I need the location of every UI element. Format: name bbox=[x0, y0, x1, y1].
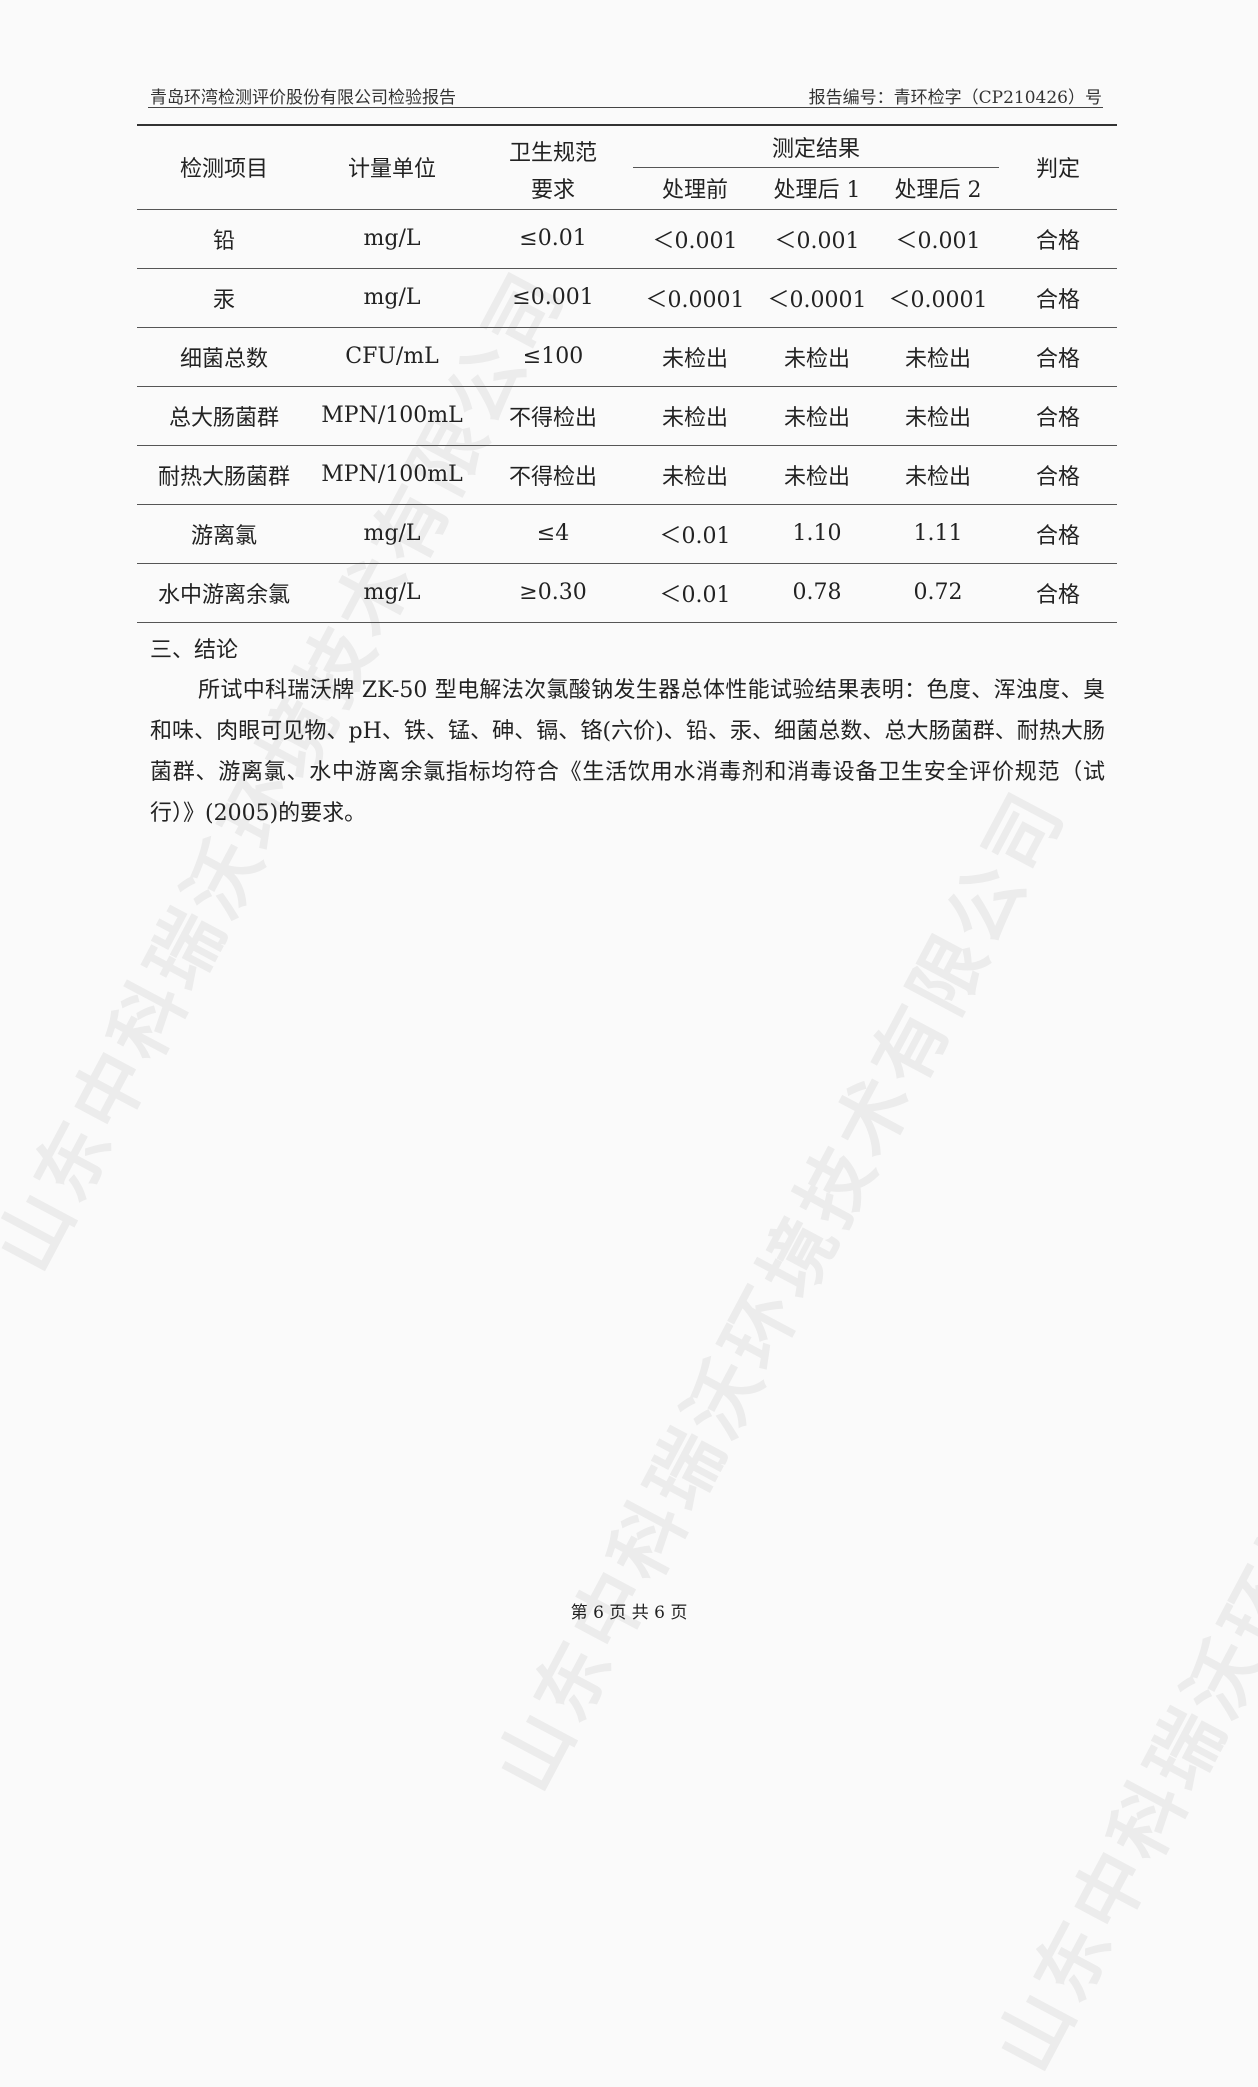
table-row: 总大肠菌群 MPN/100mL 不得检出 未检出 未检出 未检出 合格 bbox=[137, 386, 1117, 445]
table-cell: 未检出 bbox=[904, 346, 971, 372]
table-cell: 细菌总数 bbox=[179, 346, 268, 372]
table-cell: MPN/100mL bbox=[321, 403, 463, 428]
table-cell: 0.78 bbox=[792, 580, 842, 605]
table-cell: ＜0.01 bbox=[659, 523, 731, 549]
table-cell: 合格 bbox=[1035, 287, 1080, 313]
header-organization: 青岛环湾检测评价股份有限公司检验报告 bbox=[150, 88, 456, 108]
table-cell: 总大肠菌群 bbox=[168, 405, 279, 431]
table-cell: 未检出 bbox=[783, 405, 850, 431]
table-row: 细菌总数 CFU/mL ≤100 未检出 未检出 未检出 合格 bbox=[137, 327, 1117, 386]
header-report-number: 报告编号：青环检字（CP210426）号 bbox=[808, 88, 1102, 108]
table-row: 耐热大肠菌群 MPN/100mL 不得检出 未检出 未检出 未检出 合格 bbox=[137, 445, 1117, 504]
table-cell: 汞 bbox=[212, 287, 235, 313]
table-cell: 1.10 bbox=[792, 521, 842, 546]
table-cell: 合格 bbox=[1035, 228, 1080, 254]
table-cell: ＜0.0001 bbox=[767, 287, 867, 313]
table-cell: 游离氯 bbox=[190, 523, 257, 549]
table-row: 水中游离余氯 mg/L ≥0.30 ＜0.01 0.78 0.72 合格 bbox=[137, 563, 1117, 622]
table-cell: 未检出 bbox=[904, 405, 971, 431]
table-cell: ＜0.001 bbox=[895, 228, 981, 254]
table-cell: 合格 bbox=[1035, 464, 1080, 490]
table-cell: 合格 bbox=[1035, 405, 1080, 431]
col-after1: 处理后 1 bbox=[757, 166, 877, 209]
table-cell: ≤100 bbox=[522, 344, 584, 369]
table-cell: 未检出 bbox=[783, 346, 850, 372]
table-cell: 未检出 bbox=[661, 464, 728, 490]
table-cell: ＜0.0001 bbox=[645, 287, 745, 313]
table-cell: ＜0.001 bbox=[652, 228, 738, 254]
table-cell: ＜0.001 bbox=[774, 228, 860, 254]
table-cell: mg/L bbox=[363, 521, 421, 546]
table-cell: 0.72 bbox=[913, 580, 963, 605]
table-cell: 合格 bbox=[1035, 582, 1080, 608]
col-after2: 处理后 2 bbox=[877, 166, 999, 209]
table-cell: 合格 bbox=[1035, 346, 1080, 372]
watermark: 山东中科瑞沃环境技术有限公司 bbox=[980, 1055, 1258, 2086]
table-cell: 未检出 bbox=[904, 464, 971, 490]
table-cell: ＜0.01 bbox=[659, 582, 731, 608]
col-standard-line2: 要求 bbox=[530, 177, 575, 203]
page-number: 第 6 页 共 6 页 bbox=[570, 1603, 688, 1623]
table-cell: 未检出 bbox=[783, 464, 850, 490]
table-cell: MPN/100mL bbox=[321, 462, 463, 487]
table-cell: CFU/mL bbox=[345, 344, 439, 369]
table-cell: 铅 bbox=[212, 228, 235, 254]
table-cell: 未检出 bbox=[661, 346, 728, 372]
conclusion-text: 所试中科瑞沃牌 ZK-50 型电解法次氯酸钠发生器总体性能试验结果表明：色度、浑… bbox=[150, 678, 1105, 826]
col-before: 处理前 bbox=[633, 166, 757, 209]
table-cell: 水中游离余氯 bbox=[157, 582, 290, 608]
table-cell: 合格 bbox=[1035, 523, 1080, 549]
col-results: 测定结果 bbox=[771, 136, 860, 162]
table-cell: mg/L bbox=[363, 226, 421, 251]
col-item: 检测项目 bbox=[179, 157, 268, 183]
results-table: 检测项目 计量单位 卫生规范 测定结果 判定 要求 处理前 处理后 1 处理后 … bbox=[137, 124, 1117, 623]
table-cell: ≤4 bbox=[536, 521, 570, 546]
table-cell: ≥0.30 bbox=[519, 580, 587, 605]
table-cell: ≤0.001 bbox=[512, 285, 594, 310]
table-cell: mg/L bbox=[363, 580, 421, 605]
table-cell: mg/L bbox=[363, 285, 421, 310]
table-cell: 不得检出 bbox=[508, 405, 597, 431]
table-cell: 未检出 bbox=[661, 405, 728, 431]
col-standard: 卫生规范 bbox=[508, 141, 597, 166]
col-unit: 计量单位 bbox=[347, 157, 436, 183]
col-judgement: 判定 bbox=[1035, 157, 1080, 183]
table-cell: ≤0.01 bbox=[519, 226, 587, 251]
conclusion-heading: 三、结论 bbox=[150, 638, 239, 663]
table-row: 汞 mg/L ≤0.001 ＜0.0001 ＜0.0001 ＜0.0001 合格 bbox=[137, 268, 1117, 327]
table-row: 游离氯 mg/L ≤4 ＜0.01 1.10 1.11 合格 bbox=[137, 504, 1117, 563]
table-cell: ＜0.0001 bbox=[888, 287, 988, 313]
table-row: 铅 mg/L ≤0.01 ＜0.001 ＜0.001 ＜0.001 合格 bbox=[137, 209, 1117, 268]
watermark: 山东中科瑞沃环境技术有限公司 bbox=[480, 775, 1083, 1806]
table-cell: 不得检出 bbox=[508, 464, 597, 490]
table-cell: 1.11 bbox=[913, 521, 963, 546]
table-cell: 耐热大肠菌群 bbox=[157, 464, 290, 490]
header-divider bbox=[148, 107, 1103, 108]
